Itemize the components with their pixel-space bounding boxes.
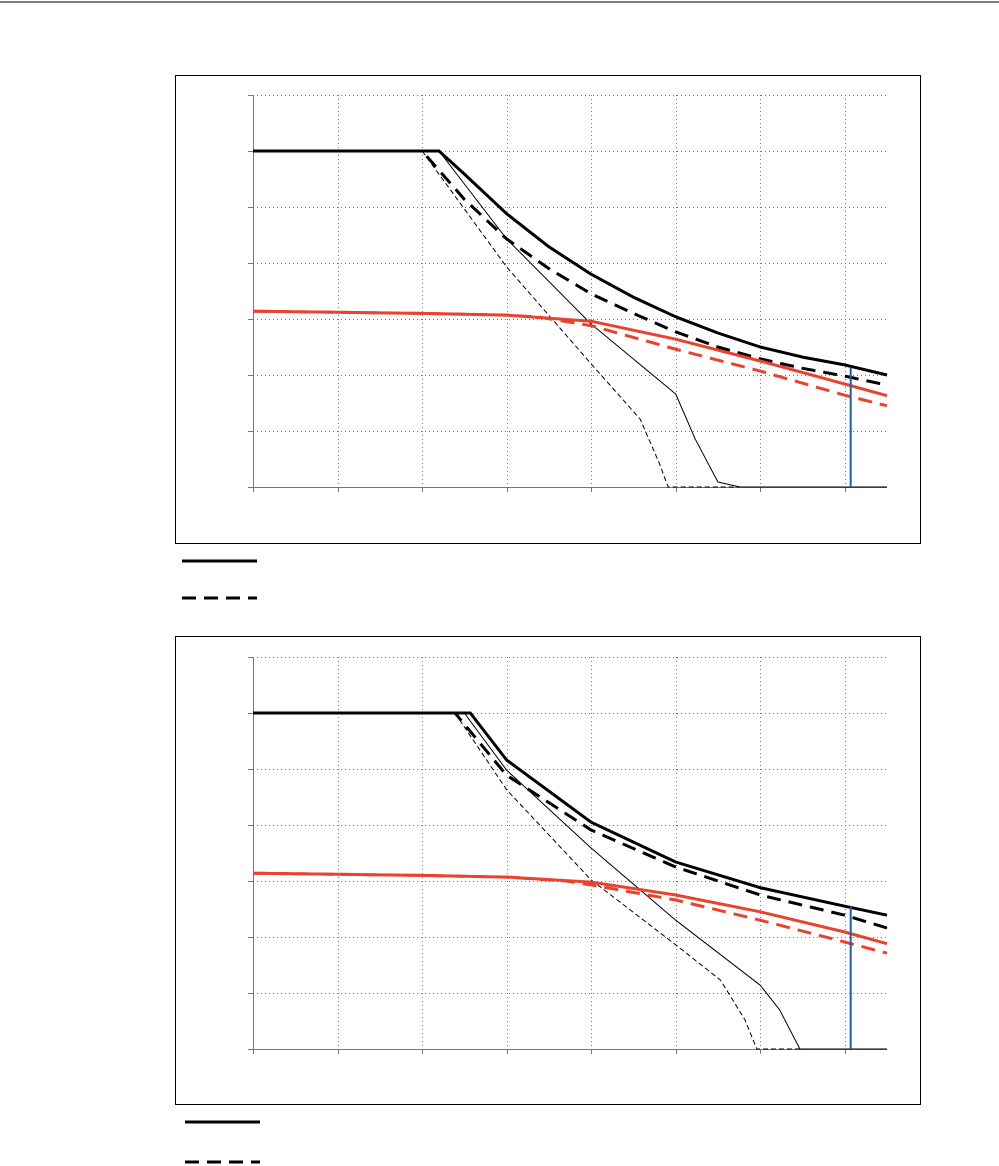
series-line	[252, 309, 888, 408]
series-line	[253, 711, 888, 917]
series-line	[253, 150, 887, 488]
series-line	[253, 149, 888, 387]
chart-frame	[175, 636, 921, 1105]
series-line	[253, 712, 887, 1050]
chart-frame	[175, 75, 921, 544]
series-line	[253, 711, 888, 930]
legend	[185, 1120, 260, 1164]
series-line	[252, 871, 888, 955]
series-line	[252, 871, 888, 946]
series-line	[421, 150, 887, 488]
legend	[182, 559, 257, 600]
series-line	[454, 712, 887, 1050]
